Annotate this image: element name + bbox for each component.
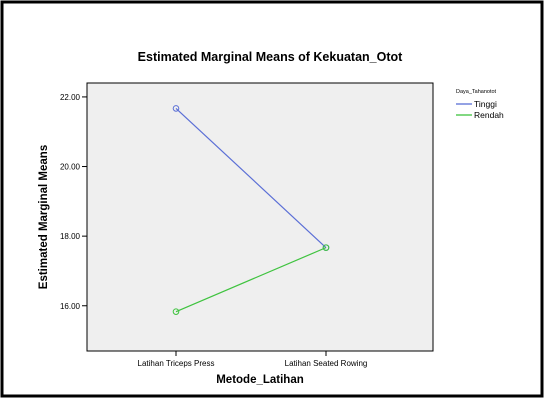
chart-title: Estimated Marginal Means of Kekuatan_Oto…	[138, 50, 403, 64]
legend-label-rendah: Rendah	[474, 110, 504, 120]
x-axis-label: Metode_Latihan	[216, 374, 304, 386]
y-tick-label: 18.00	[60, 232, 81, 241]
y-tick-label: 16.00	[60, 302, 81, 311]
series-line-tinggi	[175, 107, 327, 249]
series-layer	[172, 105, 330, 315]
legend-title: Daya_Tahanotot	[456, 89, 497, 95]
x-axis: Latihan Triceps Press Latihan Seated Rowi…	[138, 351, 368, 368]
data-point-rendah-0	[172, 308, 180, 315]
legend-label-tinggi: Tinggi	[474, 99, 497, 109]
y-tick-label: 22.00	[60, 93, 81, 102]
y-axis: 16.00 18.00 20.00 22.00	[60, 93, 87, 311]
data-point-rendah-1	[322, 244, 330, 251]
series-line-rendah	[175, 247, 327, 313]
x-tick-label: Latihan Seated Rowing	[285, 359, 368, 368]
x-tick-label: Latihan Triceps Press	[138, 359, 215, 368]
data-point-tinggi-0	[172, 105, 180, 112]
y-tick-label: 20.00	[60, 163, 81, 172]
y-axis-label: Estimated Marginal Means	[38, 145, 50, 289]
plot-area	[86, 82, 434, 352]
